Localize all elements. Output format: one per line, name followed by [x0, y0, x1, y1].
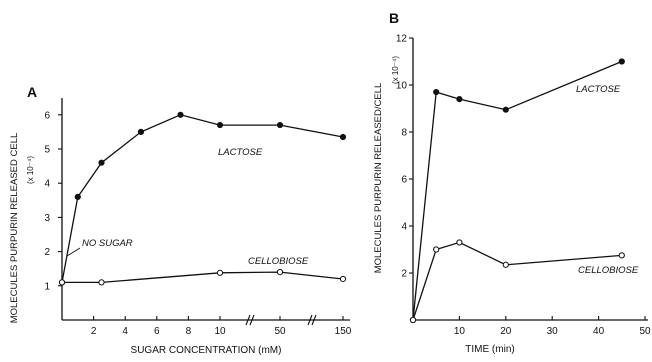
- panel-b-ylabel-unit: (x 10⁻⁴): [391, 56, 400, 84]
- panel-b-point-lactose-4: [618, 58, 625, 65]
- panel-a-axis-break-0-1: [249, 314, 255, 326]
- panel-a-xtick-label-150: 150: [335, 326, 352, 337]
- panel-a-ylabel: MOLECULES PURPURIN RELEASED CELL: [9, 133, 20, 324]
- panel-a-axis-break-1-1: [311, 314, 317, 326]
- panel-b-series-label-lactose: LACTOSE: [576, 84, 621, 95]
- panel-a: A MOLECULES PURPURIN RELEASED CELL (x 10…: [9, 84, 352, 356]
- panel-a-axis-break-1-0: [307, 314, 313, 326]
- panel-a-axis-break-0-0: [245, 314, 251, 326]
- panel-a-xtick-label-2: 2: [91, 326, 97, 337]
- panel-a-ytick-label-6: 6: [44, 110, 50, 121]
- panel-b-xlabel: TIME (min): [465, 344, 514, 355]
- panel-a-annotation-no-sugar: NO SUGAR: [82, 238, 133, 249]
- panel-b-point-lactose-2: [456, 96, 463, 103]
- panel-b-ytick-label-10: 10: [396, 81, 408, 92]
- panel-a-point-lactose-3: [137, 128, 145, 135]
- panel-a-point-lactose-1: [74, 193, 81, 200]
- panel-b-ytick-label-4: 4: [401, 222, 407, 233]
- panel-b-xtick-label-20: 20: [500, 326, 512, 337]
- panel-a-point-cellobiose-1: [98, 279, 105, 286]
- panel-b-ytick-label-6: 6: [401, 175, 407, 186]
- panel-a-line-lactose: [61, 114, 344, 283]
- panel-b: B MOLECULES PURPURIN RELEASED/CELL (x 10…: [373, 10, 651, 355]
- panel-a-point-cellobiose-0: [58, 279, 66, 286]
- panel-b-xtick-label-40: 40: [593, 326, 605, 337]
- no-sugar-pointer: [66, 247, 81, 257]
- panel-b-xtick-label-30: 30: [547, 326, 559, 337]
- panel-a-xtick-label-10: 10: [214, 326, 226, 337]
- panel-a-label: A: [27, 84, 37, 100]
- panel-b-point-cellobiose-2: [456, 239, 463, 246]
- panel-a-ytick-label-4: 4: [44, 179, 50, 190]
- panel-a-series-label-cellobiose: CELLOBIOSE: [248, 256, 309, 267]
- panel-a-point-lactose-7: [339, 133, 347, 141]
- panel-b-point-lactose-1: [433, 88, 440, 96]
- panel-b-xtick-label-50: 50: [639, 326, 651, 337]
- panel-a-series-label-lactose: LACTOSE: [218, 147, 263, 158]
- panel-a-point-cellobiose-3: [276, 269, 284, 276]
- panel-a-xtick-label-6: 6: [154, 326, 160, 337]
- panel-b-point-cellobiose-0: [409, 316, 417, 324]
- panel-b-ytick-label-8: 8: [401, 128, 407, 139]
- panel-a-ytick-label-2: 2: [44, 247, 50, 258]
- panel-b-point-cellobiose-4: [618, 252, 625, 259]
- panel-b-xtick-label-10: 10: [454, 326, 466, 337]
- panel-b-line-lactose: [412, 60, 623, 321]
- panel-b-ytick-label-2: 2: [401, 269, 407, 280]
- panel-b-point-cellobiose-3: [502, 261, 509, 268]
- panel-a-point-cellobiose-2: [216, 269, 224, 276]
- panel-b-ylabel: MOLECULES PURPURIN RELEASED/CELL: [373, 83, 384, 274]
- panel-a-point-lactose-6: [276, 121, 284, 129]
- panel-a-ytick-label-3: 3: [44, 213, 50, 224]
- panel-b-label: B: [389, 10, 399, 26]
- panel-b-line-cellobiose: [412, 241, 622, 321]
- panel-b-ytick-label-12: 12: [396, 34, 408, 45]
- panel-a-point-lactose-4: [177, 111, 184, 118]
- panel-a-ytick-label-5: 5: [44, 145, 50, 156]
- panel-a-xlabel: SUGAR CONCENTRATION (mM): [131, 345, 282, 356]
- panel-a-ytick-label-1: 1: [44, 281, 50, 292]
- panel-a-point-cellobiose-4: [339, 275, 347, 283]
- panel-b-point-cellobiose-1: [433, 246, 440, 253]
- panel-a-point-lactose-2: [98, 159, 105, 166]
- panel-a-point-lactose-5: [216, 121, 224, 129]
- panel-b-series-label-cellobiose: CELLOBIOSE: [578, 265, 639, 276]
- panel-a-ylabel-unit: (x 10⁻⁴): [26, 156, 35, 184]
- panel-a-xtick-label-4: 4: [122, 326, 128, 337]
- panel-a-xtick-label-50: 50: [274, 326, 286, 337]
- panel-a-xtick-label-8: 8: [186, 326, 192, 337]
- panel-b-point-lactose-3: [502, 106, 509, 113]
